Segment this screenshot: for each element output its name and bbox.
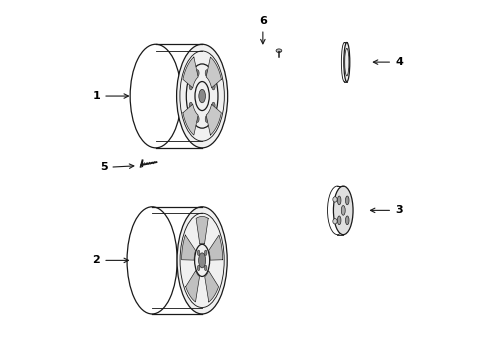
Text: 1: 1 bbox=[93, 91, 128, 101]
Ellipse shape bbox=[212, 102, 215, 109]
Polygon shape bbox=[209, 235, 222, 260]
Polygon shape bbox=[205, 271, 219, 302]
Text: 3: 3 bbox=[370, 205, 403, 215]
Ellipse shape bbox=[212, 83, 215, 90]
Ellipse shape bbox=[177, 207, 227, 314]
Text: 4: 4 bbox=[373, 57, 403, 67]
Text: 5: 5 bbox=[100, 162, 134, 172]
Ellipse shape bbox=[176, 44, 228, 148]
Ellipse shape bbox=[276, 49, 282, 53]
Ellipse shape bbox=[205, 70, 208, 76]
Ellipse shape bbox=[198, 253, 206, 268]
Ellipse shape bbox=[338, 216, 341, 225]
Ellipse shape bbox=[196, 116, 199, 122]
Polygon shape bbox=[206, 104, 221, 135]
Ellipse shape bbox=[205, 116, 208, 122]
Text: 2: 2 bbox=[93, 255, 128, 265]
Ellipse shape bbox=[199, 89, 205, 103]
Ellipse shape bbox=[197, 265, 200, 271]
Polygon shape bbox=[183, 57, 198, 88]
Ellipse shape bbox=[189, 83, 193, 90]
Ellipse shape bbox=[345, 216, 349, 225]
Polygon shape bbox=[183, 104, 198, 135]
Ellipse shape bbox=[344, 42, 350, 82]
Ellipse shape bbox=[204, 250, 207, 256]
Polygon shape bbox=[186, 271, 199, 302]
Polygon shape bbox=[182, 235, 196, 260]
Polygon shape bbox=[196, 216, 208, 244]
Ellipse shape bbox=[345, 196, 349, 205]
Ellipse shape bbox=[196, 70, 199, 76]
Ellipse shape bbox=[197, 250, 200, 256]
Ellipse shape bbox=[333, 197, 337, 202]
Text: 6: 6 bbox=[259, 17, 267, 44]
Ellipse shape bbox=[338, 196, 341, 205]
Ellipse shape bbox=[189, 102, 193, 109]
Ellipse shape bbox=[204, 265, 207, 271]
Ellipse shape bbox=[333, 219, 337, 224]
Ellipse shape bbox=[341, 206, 345, 215]
Polygon shape bbox=[206, 57, 221, 88]
Ellipse shape bbox=[333, 186, 353, 235]
